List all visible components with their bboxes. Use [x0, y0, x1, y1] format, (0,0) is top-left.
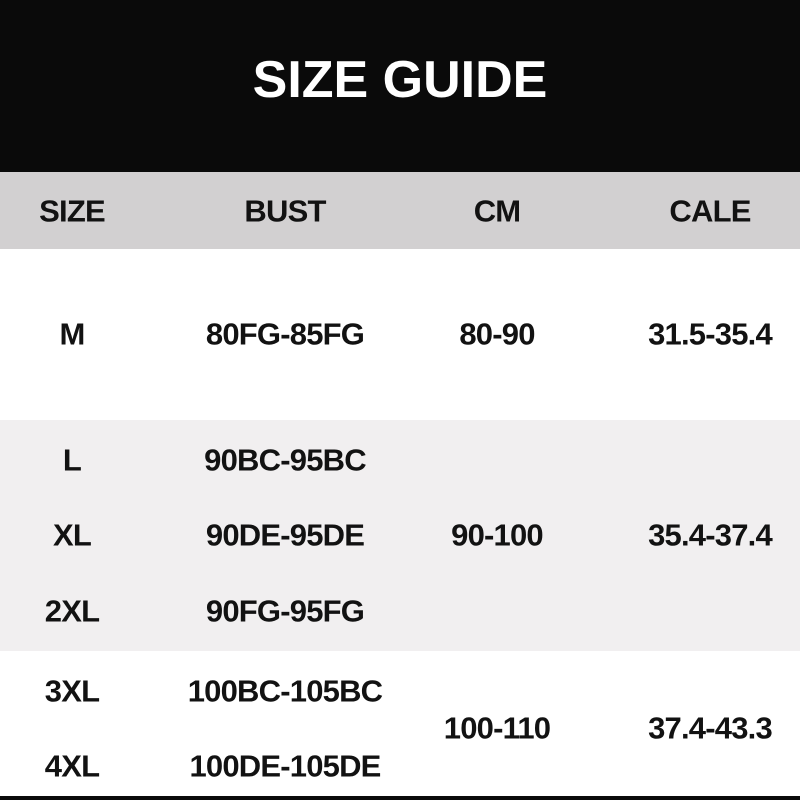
cell-bust-xl: 90DE-95DE	[205, 517, 365, 553]
page-title: SIZE GUIDE	[252, 51, 548, 109]
cell-size-l: L	[62, 442, 82, 478]
group-band-3xl-4xl	[0, 651, 800, 796]
header-size: SIZE	[39, 193, 105, 229]
cell-bust-4xl: 100DE-105DE	[189, 748, 381, 784]
cell-size-xl: XL	[52, 517, 92, 553]
cell-size-3xl: 3XL	[44, 673, 100, 709]
cell-cm-group3: 100-110	[443, 710, 551, 746]
cell-bust-l: 90BC-95BC	[204, 442, 366, 478]
cell-bust-3xl: 100BC-105BC	[187, 673, 383, 709]
cell-cale-group1: 31.5-35.4	[648, 316, 773, 352]
cell-cm-group2: 90-100	[451, 517, 544, 553]
cell-cm-group1: 80-90	[459, 316, 535, 352]
group-band-l-xl-2xl	[0, 420, 800, 651]
cell-bust-m: 80FG-85FG	[205, 316, 365, 352]
header-cm: CM	[473, 193, 521, 229]
table-header-band	[0, 172, 800, 249]
cell-cale-group3: 37.4-43.3	[648, 710, 773, 746]
bottom-border-strip	[0, 796, 800, 800]
group-band-m	[0, 249, 800, 420]
header-cale: CALE	[669, 193, 751, 229]
cell-size-m: M	[59, 316, 85, 352]
cell-size-2xl: 2XL	[44, 593, 100, 629]
cell-bust-2xl: 90FG-95FG	[205, 593, 365, 629]
header-bust: BUST	[244, 193, 326, 229]
cell-size-4xl: 4XL	[44, 748, 100, 784]
cell-cale-group2: 35.4-37.4	[648, 517, 773, 553]
title-banner: SIZE GUIDE	[0, 0, 800, 172]
